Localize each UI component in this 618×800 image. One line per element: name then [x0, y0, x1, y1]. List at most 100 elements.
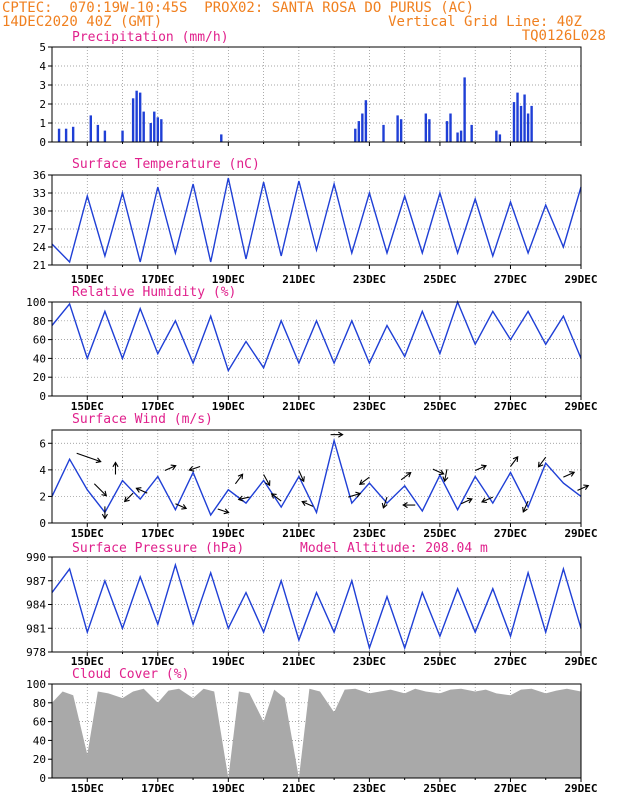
precip-bar [121, 130, 124, 142]
panel-title: Surface Wind (m/s) [72, 412, 213, 427]
wind-vector-head [481, 497, 488, 504]
panel-frame [51, 556, 582, 653]
y-tick-label: 4 [39, 464, 46, 477]
x-tick-label: 15DEC [71, 782, 104, 795]
wind-vector-head [338, 431, 344, 438]
precip-bar [357, 121, 361, 142]
header-date: 14DEC2020 40Z (GMT) [2, 14, 163, 30]
y-tick-label: 0 [39, 136, 46, 149]
wind-vector [382, 496, 388, 509]
precip-bar [516, 92, 519, 142]
x-tick-label: 23DEC [353, 527, 386, 540]
x-tick-label: 21DEC [282, 527, 315, 540]
wind-vector [234, 473, 244, 485]
y-tick-label: 33 [33, 187, 46, 200]
precip-bar [156, 117, 159, 142]
x-tick-label: 17DEC [141, 782, 174, 795]
wind-vector-head [101, 490, 108, 497]
x-tick-label: 15DEC [71, 527, 104, 540]
series-line [51, 177, 582, 264]
precip-bar [512, 102, 516, 142]
y-tick-label: 5 [39, 41, 46, 54]
y-tick-label: 1 [39, 117, 46, 130]
x-tick-label: 29DEC [564, 273, 597, 286]
wind-vector-head [583, 484, 590, 491]
panel-frame [51, 301, 582, 397]
y-tick-label: 987 [26, 575, 46, 588]
panel-title: Relative Humidity (%) [72, 285, 236, 300]
precip-bar [498, 134, 502, 142]
x-tick-label: 27DEC [494, 655, 527, 668]
x-tick-label: 19DEC [212, 782, 245, 795]
wind-vector-head [95, 457, 102, 464]
precip-bar [428, 119, 431, 142]
wind-vector-head [442, 476, 449, 483]
wind-vector-head [522, 506, 528, 513]
panel-2 [48, 300, 582, 400]
y-tick-label: 2 [39, 490, 46, 503]
wind-vector [432, 468, 444, 475]
wind-vector [444, 469, 448, 482]
panel-1 [48, 174, 582, 269]
series-line [51, 437, 582, 517]
precip-bar [103, 130, 107, 142]
y-tick-label: 2 [39, 98, 46, 111]
series-line [51, 300, 582, 373]
x-tick-label: 29DEC [564, 655, 597, 668]
wind-vector [217, 508, 229, 514]
y-tick-label: 36 [33, 169, 46, 182]
y-tick-label: 0 [39, 772, 46, 785]
precip-bar [364, 100, 368, 142]
y-tick-label: 0 [39, 390, 46, 403]
x-tick-label: 27DEC [494, 527, 527, 540]
x-tick-label: 23DEC [353, 782, 386, 795]
wind-vector [164, 465, 176, 472]
precip-bar [495, 130, 498, 142]
precip-bar [57, 128, 61, 142]
x-tick-label: 17DEC [141, 527, 174, 540]
y-tick-label: 40 [33, 734, 46, 747]
y-tick-label: 990 [26, 551, 46, 564]
wind-vector [298, 470, 305, 482]
wind-vector-head [301, 500, 308, 507]
precip-bar [89, 115, 92, 142]
x-tick-label: 25DEC [423, 273, 456, 286]
wind-vector [76, 452, 101, 463]
precip-bar [526, 113, 530, 142]
precip-bar [71, 126, 75, 142]
y-tick-label: 100 [26, 678, 46, 691]
wind-vector-head [270, 493, 277, 499]
precip-bar [470, 124, 473, 142]
wind-vector-head [405, 471, 412, 478]
precip-bar [354, 128, 357, 142]
panel-title: Surface Pressure (hPa) [72, 541, 244, 556]
precip-bar [138, 92, 142, 142]
precip-bar [149, 123, 152, 142]
wind-vector [481, 496, 494, 503]
precip-bar [64, 128, 68, 142]
x-tick-label: 21DEC [282, 782, 315, 795]
x-tick-label: 29DEC [564, 527, 597, 540]
y-tick-label: 20 [33, 371, 46, 384]
precip-bar [459, 130, 463, 142]
x-tick-label: 19DEC [212, 527, 245, 540]
wind-vector [538, 456, 547, 468]
precip-bar [160, 119, 163, 142]
wind-vector [522, 500, 529, 513]
wind-vector [563, 471, 575, 478]
wind-vector [359, 476, 370, 485]
y-tick-label: 60 [33, 716, 46, 729]
wind-vector-head [223, 508, 230, 515]
x-tick-label: 17DEC [141, 655, 174, 668]
precip-bar [142, 111, 145, 142]
panel-frame [51, 46, 582, 143]
wind-vector [400, 472, 412, 481]
precip-bar [382, 124, 385, 142]
series-line [51, 562, 582, 651]
precip-bar [135, 90, 138, 142]
x-tick-label: 21DEC [282, 655, 315, 668]
wind-vector [175, 503, 187, 510]
panel-frame [51, 429, 582, 524]
y-tick-label: 21 [33, 259, 46, 272]
cloud-area [52, 688, 581, 778]
